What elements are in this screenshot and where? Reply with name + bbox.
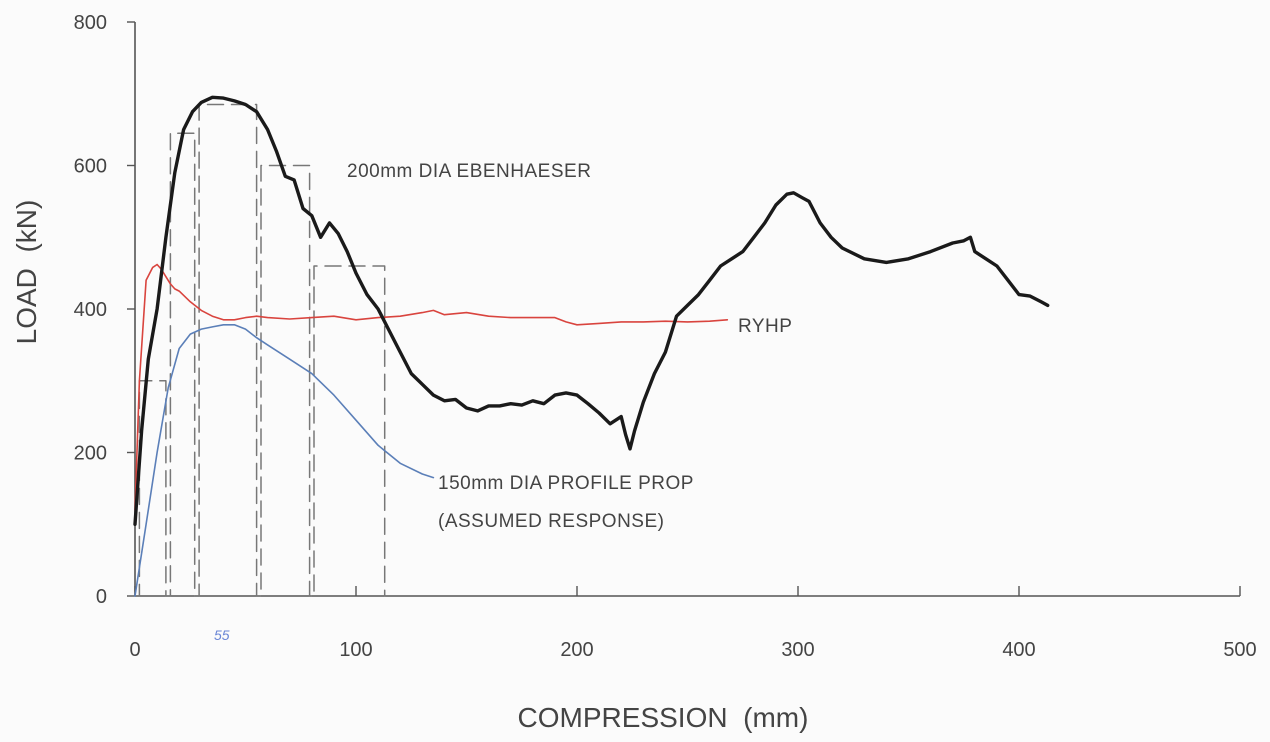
y-tick-label: 400: [74, 299, 107, 321]
annotation-ryhp: RYHP: [738, 316, 792, 337]
plot-area: [134, 22, 1240, 597]
annotation-profile-line1: 150mm DIA PROFILE PROP: [438, 473, 694, 494]
annotation-profile-line2: (ASSUMED RESPONSE): [438, 511, 664, 532]
y-tick-label: 200: [74, 443, 107, 465]
series-line-200mm-dia-ebenhaeser: [133, 95, 1050, 526]
x-tick-label: 100: [339, 639, 372, 661]
series-line-150mm-dia-profile-prop: [134, 323, 435, 597]
x-tick-label: 200: [560, 639, 593, 661]
y-tick-label: 0: [96, 586, 107, 608]
x-tick-label: 300: [781, 639, 814, 661]
annotation-ebenhaeser: 200mm DIA EBENHAESER: [347, 161, 591, 182]
x-ticks: 0 100 200 300 400 500: [129, 586, 1257, 661]
handwritten-mark: 55: [214, 627, 230, 643]
y-ticks: 0 200 400 600 800: [74, 12, 135, 608]
series-line-ryhp: [134, 263, 729, 511]
series-layer: [133, 95, 1050, 597]
x-tick-label: 500: [1223, 639, 1256, 661]
y-axis-title: LOAD (kN): [11, 200, 42, 345]
x-tick-label: 400: [1002, 639, 1035, 661]
y-tick-label: 800: [74, 12, 107, 34]
x-axis-title: COMPRESSION (mm): [518, 702, 809, 733]
y-tick-label: 600: [74, 156, 107, 178]
x-tick-label: 0: [129, 639, 140, 661]
